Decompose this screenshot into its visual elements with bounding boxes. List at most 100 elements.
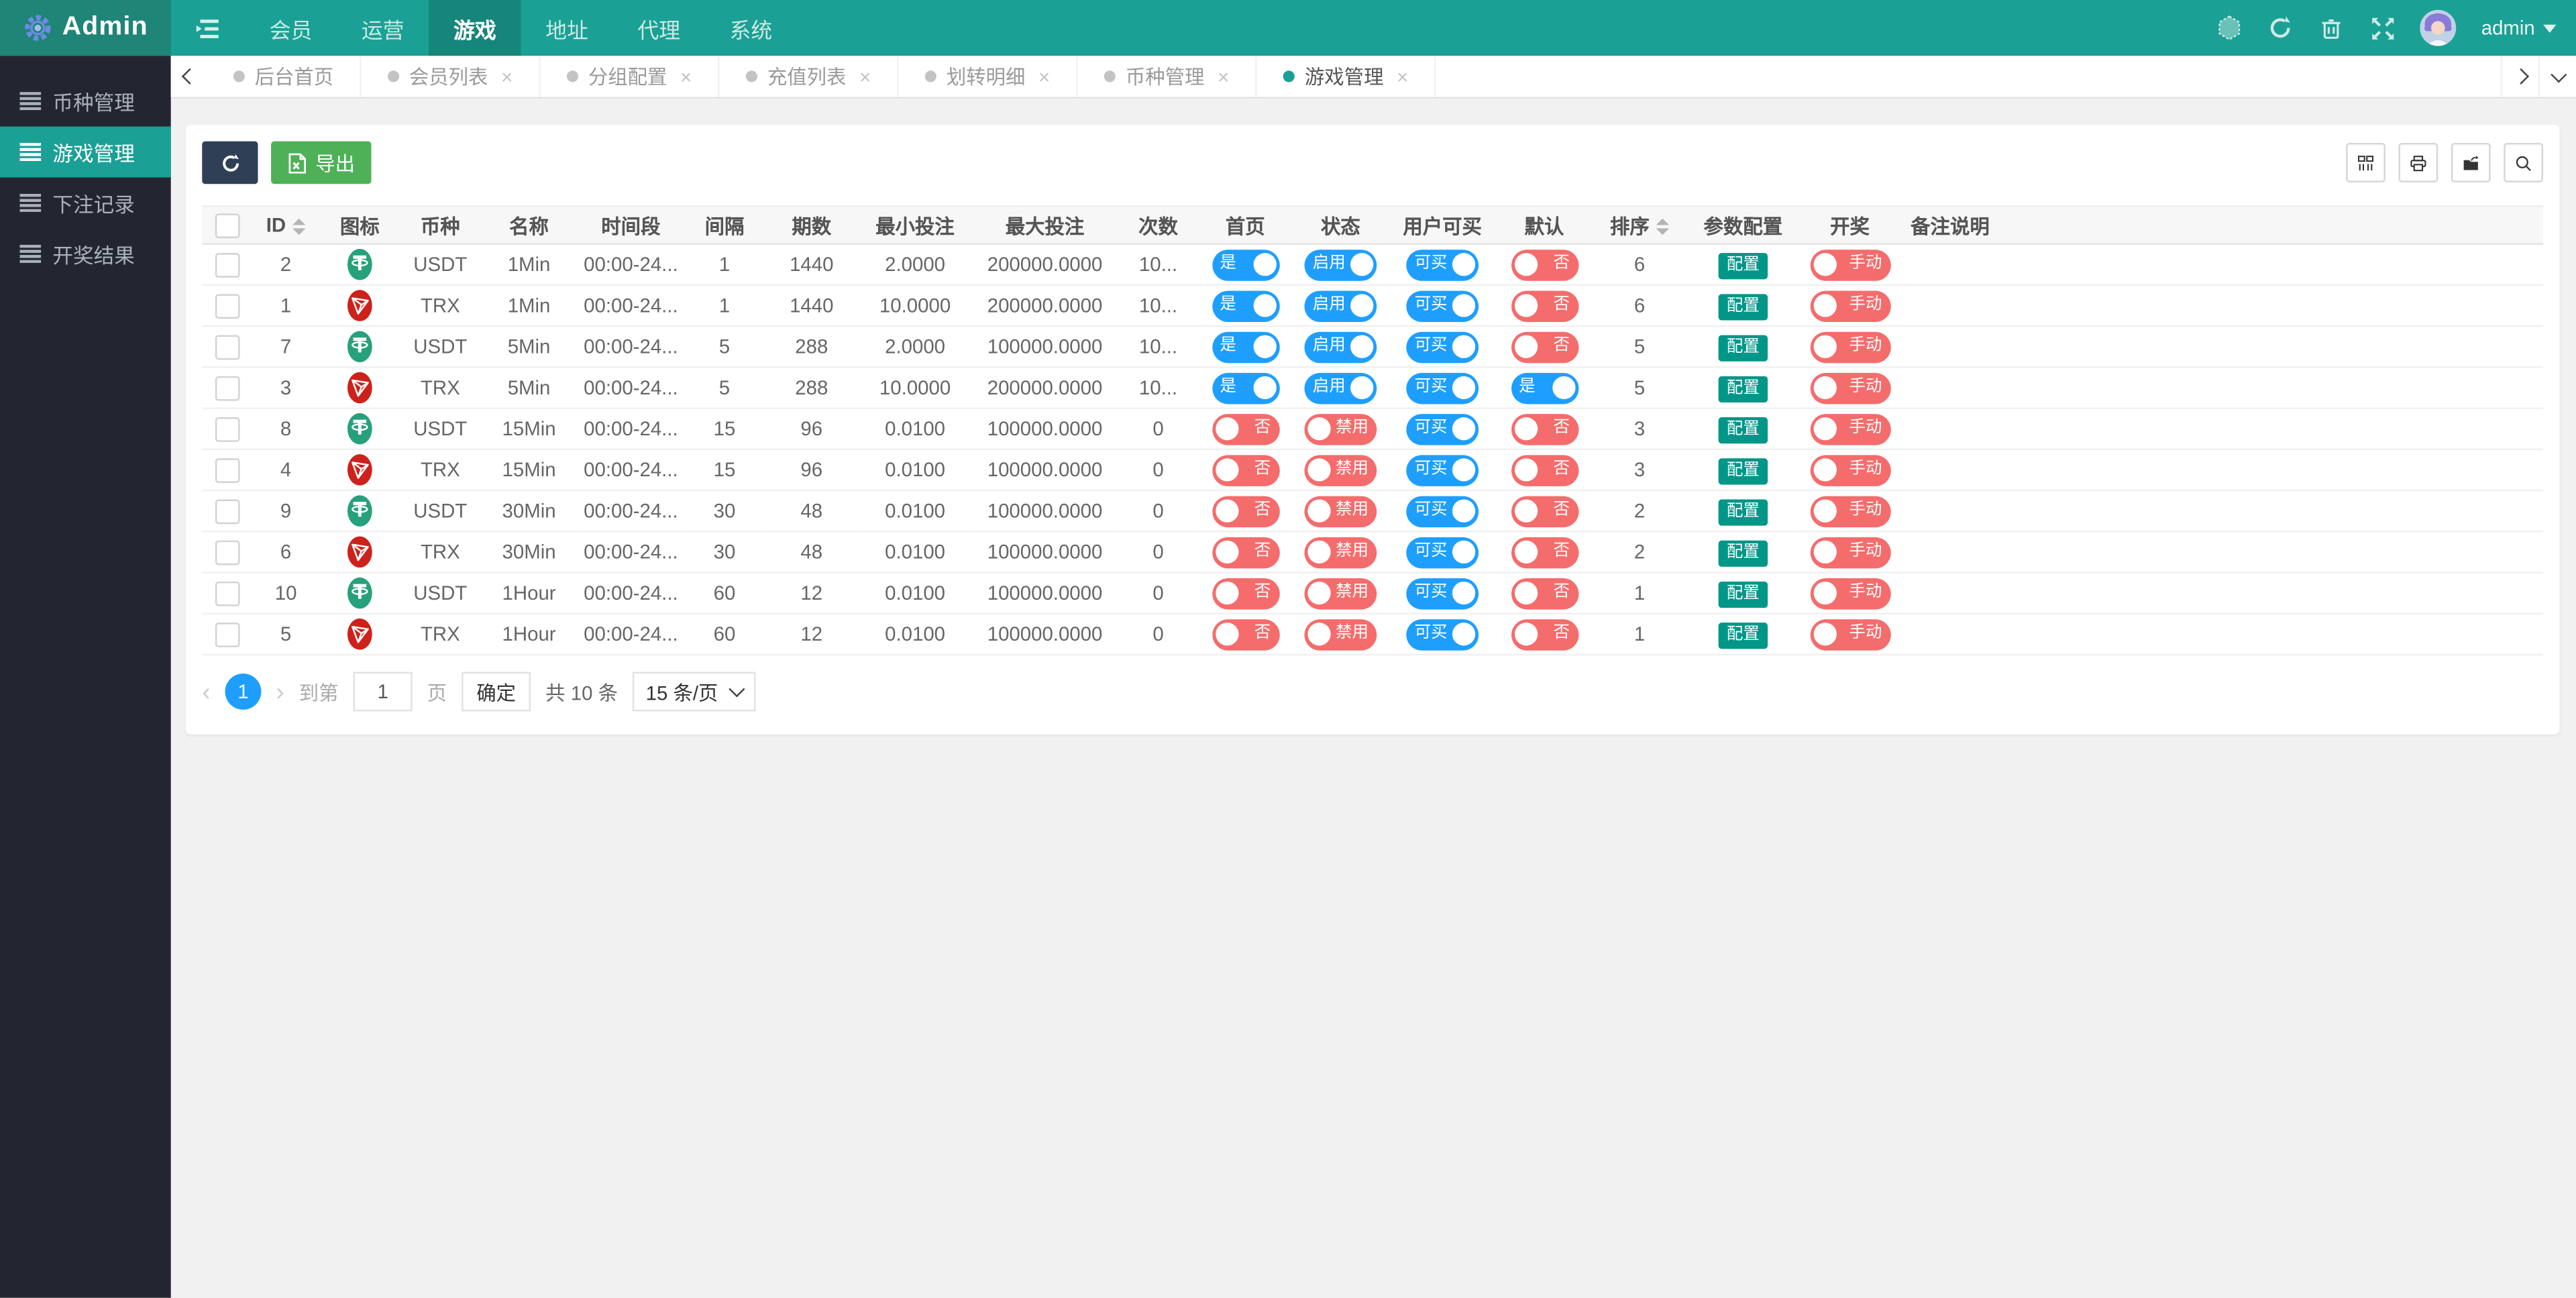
draw-toggle[interactable]: 手动 xyxy=(1809,290,1890,321)
default-toggle[interactable]: 否 xyxy=(1510,577,1578,609)
draw-toggle[interactable]: 手动 xyxy=(1809,536,1890,568)
config-button[interactable]: 配置 xyxy=(1718,293,1768,320)
prev-page-button[interactable]: ‹ xyxy=(202,678,211,706)
config-button[interactable]: 配置 xyxy=(1718,375,1768,402)
user-avatar[interactable] xyxy=(2420,9,2457,46)
tab-5[interactable]: 划转明细 × xyxy=(899,56,1078,97)
config-button[interactable]: 配置 xyxy=(1718,621,1768,649)
config-button[interactable]: 配置 xyxy=(1718,498,1768,525)
draw-toggle[interactable]: 手动 xyxy=(1809,331,1890,363)
buyable-toggle[interactable]: 可买 xyxy=(1406,290,1479,321)
row-checkbox[interactable] xyxy=(214,498,239,524)
collapse-menu-button[interactable] xyxy=(171,0,245,56)
home-toggle[interactable]: 是 xyxy=(1212,290,1279,321)
config-button[interactable]: 配置 xyxy=(1718,416,1768,443)
status-toggle[interactable]: 禁用 xyxy=(1304,618,1377,650)
buyable-toggle[interactable]: 可买 xyxy=(1406,536,1479,568)
select-all-checkbox[interactable] xyxy=(214,213,239,238)
refresh-icon[interactable] xyxy=(2267,15,2294,41)
close-icon[interactable]: × xyxy=(501,64,513,89)
row-checkbox[interactable] xyxy=(214,539,239,565)
close-icon[interactable]: × xyxy=(680,64,692,89)
status-toggle[interactable]: 启用 xyxy=(1304,249,1377,280)
row-checkbox[interactable] xyxy=(214,252,239,278)
default-toggle[interactable]: 否 xyxy=(1510,290,1578,321)
sidebar-item-1[interactable]: 币种管理 xyxy=(0,76,171,127)
row-checkbox[interactable] xyxy=(214,417,239,441)
home-toggle[interactable]: 否 xyxy=(1212,454,1279,486)
home-toggle[interactable]: 是 xyxy=(1212,372,1279,404)
page-size-select[interactable]: 15 条/页 xyxy=(633,671,756,712)
current-page[interactable]: 1 xyxy=(225,673,262,710)
tab-2[interactable]: 会员列表 × xyxy=(362,56,541,97)
trash-icon[interactable] xyxy=(2318,15,2345,41)
default-toggle[interactable]: 否 xyxy=(1510,454,1578,486)
status-toggle[interactable]: 禁用 xyxy=(1304,495,1377,527)
nav-item-1[interactable]: 会员 xyxy=(269,17,313,42)
row-checkbox[interactable] xyxy=(214,622,239,647)
confirm-button[interactable]: 确定 xyxy=(462,671,531,712)
search-button[interactable] xyxy=(2504,143,2544,182)
buyable-toggle[interactable]: 可买 xyxy=(1406,577,1479,609)
nav-item-6[interactable]: 系统 xyxy=(729,17,773,42)
user-menu[interactable]: admin xyxy=(2481,16,2557,40)
config-button[interactable]: 配置 xyxy=(1718,334,1768,361)
home-toggle[interactable]: 否 xyxy=(1212,618,1279,650)
draw-toggle[interactable]: 手动 xyxy=(1809,454,1890,486)
home-toggle[interactable]: 否 xyxy=(1212,536,1279,568)
row-checkbox[interactable] xyxy=(214,375,239,400)
home-toggle[interactable]: 否 xyxy=(1212,413,1279,445)
default-toggle[interactable]: 否 xyxy=(1510,413,1578,445)
status-toggle[interactable]: 禁用 xyxy=(1304,413,1377,445)
draw-toggle[interactable]: 手动 xyxy=(1809,577,1890,609)
default-toggle[interactable]: 否 xyxy=(1510,536,1578,568)
home-toggle[interactable]: 否 xyxy=(1212,577,1279,609)
status-toggle[interactable]: 禁用 xyxy=(1304,454,1377,486)
refresh-button[interactable] xyxy=(202,141,258,184)
nav-item-4[interactable]: 地址 xyxy=(545,17,588,42)
print-button[interactable] xyxy=(2398,143,2438,182)
default-toggle[interactable]: 否 xyxy=(1510,618,1578,650)
next-page-button[interactable]: › xyxy=(276,678,284,706)
status-toggle[interactable]: 禁用 xyxy=(1304,577,1377,609)
nav-item-5[interactable]: 代理 xyxy=(637,17,681,42)
close-icon[interactable]: × xyxy=(859,64,871,89)
tabs-menu-button[interactable] xyxy=(2538,56,2576,97)
default-toggle[interactable]: 否 xyxy=(1510,495,1578,527)
buyable-toggle[interactable]: 可买 xyxy=(1406,454,1479,486)
status-toggle[interactable]: 启用 xyxy=(1304,331,1377,363)
buyable-toggle[interactable]: 可买 xyxy=(1406,331,1479,363)
sort-icon[interactable] xyxy=(292,218,306,235)
draw-toggle[interactable]: 手动 xyxy=(1809,495,1890,527)
nav-item-3[interactable]: 游戏 xyxy=(429,0,521,56)
sidebar-item-2[interactable]: 游戏管理 xyxy=(0,126,171,178)
home-toggle[interactable]: 是 xyxy=(1212,331,1279,363)
home-toggle[interactable]: 否 xyxy=(1212,495,1279,527)
tabs-scroll-left-button[interactable] xyxy=(171,56,207,97)
close-icon[interactable]: × xyxy=(1038,64,1051,89)
tab-3[interactable]: 分组配置 × xyxy=(541,56,720,97)
export-data-button[interactable] xyxy=(2451,143,2491,182)
nav-item-2[interactable]: 运营 xyxy=(361,17,405,42)
buyable-toggle[interactable]: 可买 xyxy=(1406,413,1479,445)
buyable-toggle[interactable]: 可买 xyxy=(1406,618,1479,650)
default-toggle[interactable]: 否 xyxy=(1510,331,1578,363)
row-checkbox[interactable] xyxy=(214,581,239,606)
buyable-toggle[interactable]: 可买 xyxy=(1406,495,1479,527)
tabs-scroll-right-button[interactable] xyxy=(2500,56,2538,97)
config-button[interactable]: 配置 xyxy=(1718,252,1768,279)
sidebar-item-3[interactable]: 下注记录 xyxy=(0,177,171,228)
draw-toggle[interactable]: 手动 xyxy=(1809,372,1890,404)
sidebar-item-4[interactable]: 开奖结果 xyxy=(0,228,171,279)
buyable-toggle[interactable]: 可买 xyxy=(1406,249,1479,280)
draw-toggle[interactable]: 手动 xyxy=(1809,413,1890,445)
tab-1[interactable]: 后台首页 xyxy=(207,56,362,97)
goto-page-input[interactable] xyxy=(353,671,413,712)
close-icon[interactable]: × xyxy=(1218,64,1230,89)
buyable-toggle[interactable]: 可买 xyxy=(1406,372,1479,404)
close-icon[interactable]: × xyxy=(1397,64,1409,89)
config-button[interactable]: 配置 xyxy=(1718,580,1768,607)
default-toggle[interactable]: 是 xyxy=(1510,372,1578,404)
tab-4[interactable]: 充值列表 × xyxy=(720,56,899,97)
theme-hexagon-icon[interactable] xyxy=(2216,15,2243,41)
